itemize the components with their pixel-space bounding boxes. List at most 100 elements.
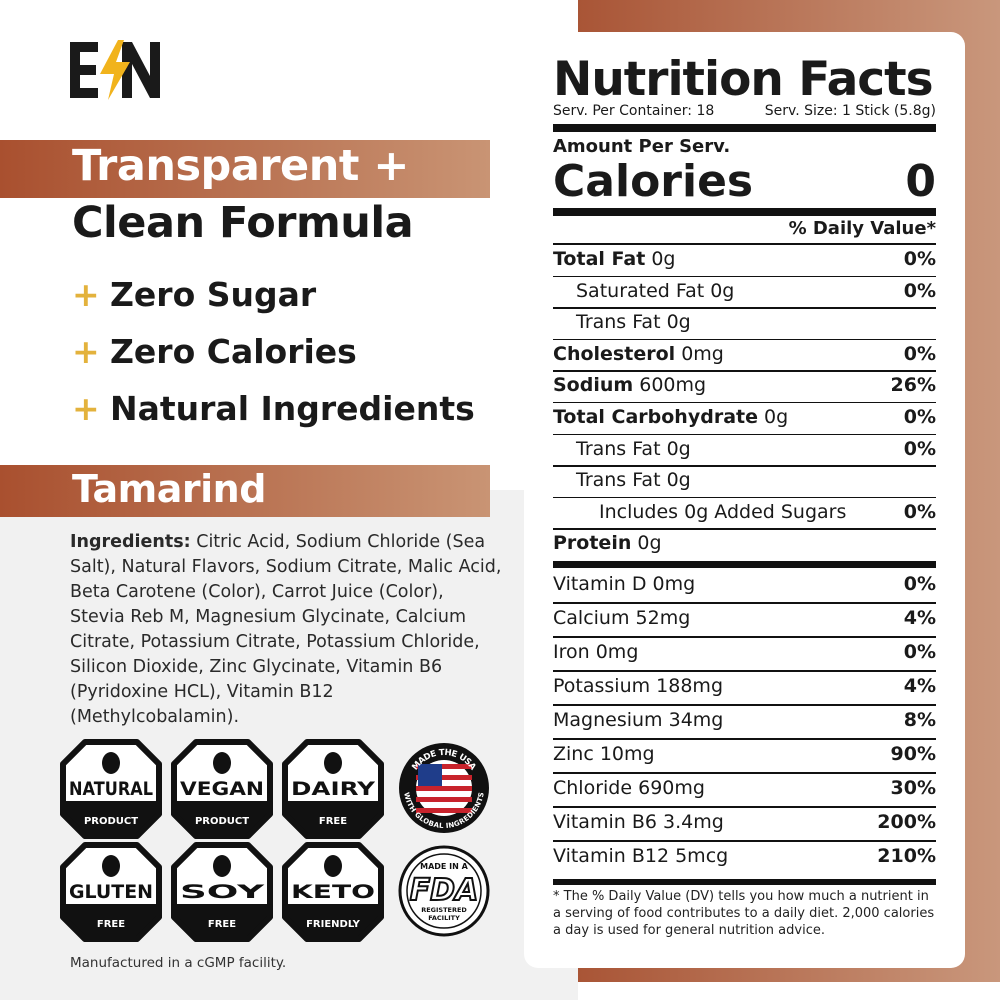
dv-header: % Daily Value* <box>788 218 936 239</box>
badge-title: KETO <box>291 881 375 903</box>
vitamin-row: Vitamin D 0mg 0% <box>553 573 936 595</box>
badge-sub: FREE <box>319 816 347 827</box>
badge: DAIRY FREE <box>282 739 384 839</box>
badge-base <box>171 801 273 839</box>
fda-text: FACILITY <box>428 914 460 922</box>
daily-value: 0% <box>903 437 936 460</box>
nutrient-row: Trans Fat 0g <box>553 311 936 333</box>
badge-icon <box>213 752 231 774</box>
badge-title: VEGAN <box>180 778 264 800</box>
badge-base <box>282 904 384 942</box>
nutrient-amount: 10mg <box>599 743 655 765</box>
nutrient-amount: 0g <box>666 469 691 492</box>
badge: SOY FREE <box>171 842 273 942</box>
nutrient-row: Total Carbohydrate 0g 0% <box>553 406 936 428</box>
servings: Serv. Per Container: 18 <box>553 103 715 119</box>
rule <box>553 465 936 467</box>
rule <box>553 528 936 530</box>
ingredients: Ingredients: Citric Acid, Sodium Chlorid… <box>70 530 502 730</box>
calories-label: Calories <box>553 156 754 207</box>
bullet-mark: + <box>72 332 100 371</box>
rule <box>553 772 936 774</box>
nutrition-label: Nutrition Facts Serv. Per Container: 18 … <box>524 32 965 968</box>
flavor: Tamarind <box>72 467 266 511</box>
nutrient-amount: 0g <box>651 248 676 270</box>
logo <box>70 40 160 100</box>
badge-icon <box>102 855 120 877</box>
badge-icon <box>324 752 342 774</box>
bullet: + Natural Ingredients <box>72 389 475 428</box>
nutrient-name: Trans Fat <box>576 437 661 460</box>
fda-inner <box>406 853 482 929</box>
bullet-mark: + <box>72 275 100 314</box>
bullet-text: Natural Ingredients <box>110 389 475 428</box>
headline-band <box>0 140 490 198</box>
rule <box>553 636 936 638</box>
daily-value: 4% <box>903 607 936 629</box>
headline: Transparent + <box>72 141 409 191</box>
flag-stripe <box>416 786 472 791</box>
nutrient-row: Total Fat 0g 0% <box>553 248 936 270</box>
nutrient-row: Trans Fat 0g 0% <box>553 438 936 460</box>
badge: VEGAN PRODUCT <box>171 739 273 839</box>
flag-canton <box>418 764 442 786</box>
nutrient-amount: 34mg <box>668 709 724 731</box>
rule <box>553 738 936 740</box>
badge-base <box>60 801 162 839</box>
fda-logo: FDA <box>410 873 479 908</box>
nutrient-amount: 52mg <box>635 607 691 629</box>
nutrient-name: Saturated Fat <box>576 279 705 302</box>
daily-value: 210% <box>877 845 936 867</box>
badge: KETO FRIENDLY <box>282 842 384 942</box>
nutrient-name: Includes 0g Added Sugars <box>599 500 847 523</box>
footnote: * The % Daily Value (DV) tells you how m… <box>553 889 935 938</box>
calories: 0 <box>905 156 936 207</box>
daily-value: 4% <box>903 675 936 697</box>
nutrient-name: Potassium <box>553 675 651 697</box>
nutrient-name: Vitamin B6 <box>553 811 657 833</box>
rule <box>553 433 936 435</box>
nutrient-row: Sodium 600mg 26% <box>553 374 936 396</box>
nutrient-row: Trans Fat 0g <box>553 469 936 491</box>
vitamin-row: Chloride 690mg 30% <box>553 777 936 799</box>
serving-size: Serv. Size: 1 Stick (5.8g) <box>764 103 936 119</box>
rule <box>553 401 936 404</box>
badge-sub: FREE <box>97 919 125 930</box>
vitamin-row: Zinc 10mg 90% <box>553 743 936 765</box>
badge: GLUTEN FREE <box>60 842 162 942</box>
flavor-band <box>0 465 490 517</box>
thick-rule <box>553 208 936 216</box>
daily-value: 0% <box>903 279 936 302</box>
flag-stripe <box>416 808 472 813</box>
nutrient-amount: 5mcg <box>675 845 729 867</box>
nutrient-name: Cholesterol <box>553 342 676 365</box>
nutrient-row: Includes 0g Added Sugars 0% <box>553 501 936 523</box>
daily-value: 0% <box>903 573 936 595</box>
nutrient-amount: 0mg <box>681 342 724 365</box>
rule <box>553 243 936 245</box>
nutrient-row: Cholesterol 0mg 0% <box>553 343 936 365</box>
footer: Manufactured in a cGMP facility. <box>70 955 287 971</box>
badge-title: GLUTEN <box>69 881 153 903</box>
nutrient-amount: 690mg <box>638 777 705 799</box>
nutrient-name: Total Fat <box>553 248 646 270</box>
fda-text: MADE IN A <box>420 862 469 871</box>
badge-icon <box>324 855 342 877</box>
nutrient-name: Vitamin D <box>553 573 647 595</box>
nutrient-row: Protein 0g <box>553 532 936 554</box>
daily-value: 0% <box>903 406 936 428</box>
nutrient-amount: 188mg <box>656 675 724 697</box>
daily-value: 0% <box>903 500 936 523</box>
nutrient-name: Calcium <box>553 607 630 629</box>
vitamin-row: Vitamin B6 3.4mg 200% <box>553 811 936 833</box>
badge-title: SOY <box>180 881 264 903</box>
vitamin-row: Vitamin B12 5mcg 210% <box>553 845 936 867</box>
badge-icon <box>213 855 231 877</box>
bullet: + Zero Calories <box>72 332 357 371</box>
rule <box>553 307 936 309</box>
nutrient-amount: 0g <box>666 437 691 460</box>
nutrient-name: Trans Fat <box>576 469 661 492</box>
